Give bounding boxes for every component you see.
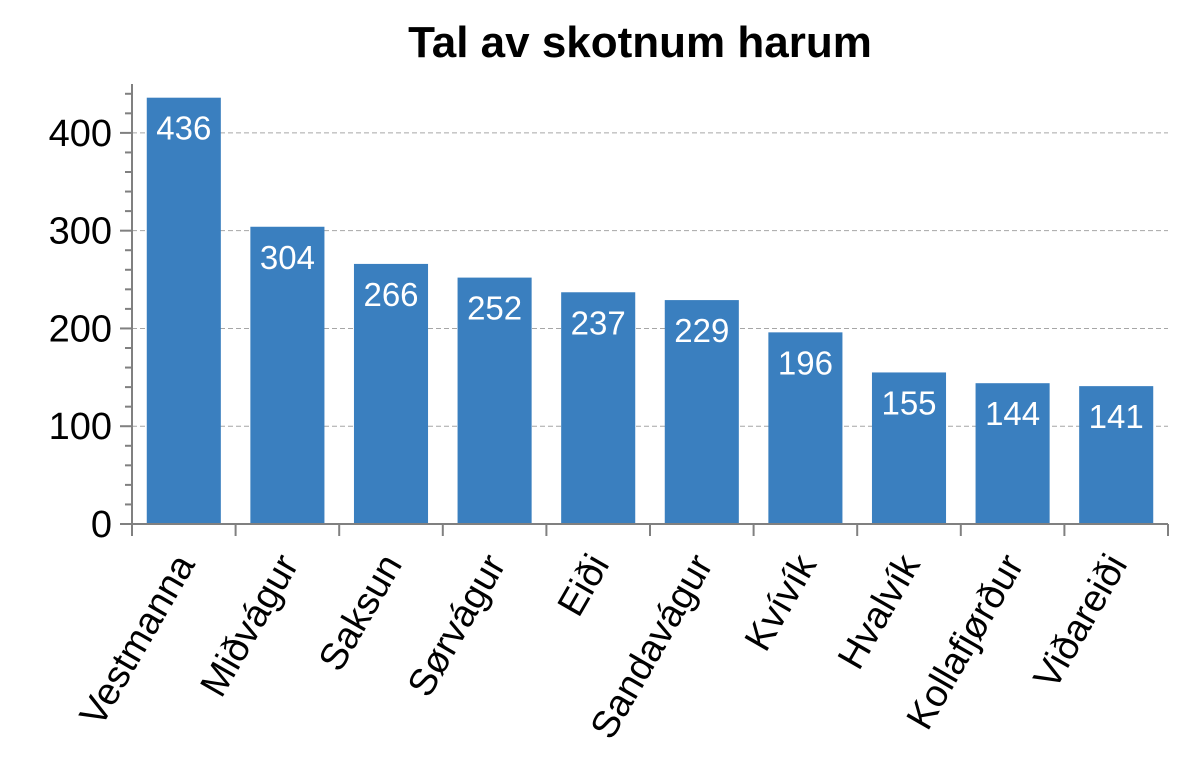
x-tick-label: Hvalvík: [830, 547, 929, 677]
bar: [250, 226, 325, 524]
bar: [353, 263, 429, 524]
bar: [1079, 386, 1154, 524]
y-tick-label: 0: [91, 504, 112, 546]
data-label: 196: [778, 344, 833, 381]
y-tick-label: 400: [49, 113, 112, 155]
data-label: 141: [1089, 398, 1144, 435]
bar: [664, 300, 739, 524]
x-tick-label: Eiði: [550, 548, 618, 624]
y-tick-label: 300: [49, 211, 112, 253]
bars: [146, 97, 1154, 524]
bar: [146, 97, 221, 524]
data-label: 155: [881, 384, 936, 421]
data-label: 237: [571, 304, 626, 341]
data-label: 252: [467, 290, 522, 327]
x-tick-label: Vestmanna: [72, 547, 204, 733]
bar: [561, 292, 636, 524]
y-tick-label: 100: [49, 406, 112, 448]
bar: [871, 372, 947, 524]
bar: [457, 277, 532, 524]
bar: [768, 332, 843, 524]
data-label: 266: [363, 276, 418, 313]
y-tick-label: 200: [49, 308, 112, 350]
data-label: 144: [985, 395, 1040, 432]
x-tick-label: Miðvágur: [193, 547, 308, 704]
chart-title: Tal av skotnum harum: [408, 18, 872, 67]
data-label: 304: [260, 239, 315, 276]
x-tick-label: Saksun: [311, 548, 411, 679]
axes: [120, 84, 1169, 536]
bar: [975, 383, 1050, 524]
x-tick-label: Viðareiði: [1026, 548, 1136, 696]
data-label: 436: [156, 110, 211, 147]
x-tick-label: Sørvágur: [400, 547, 515, 704]
data-label: 229: [674, 312, 729, 349]
x-tick-label: Kvívík: [737, 547, 826, 658]
